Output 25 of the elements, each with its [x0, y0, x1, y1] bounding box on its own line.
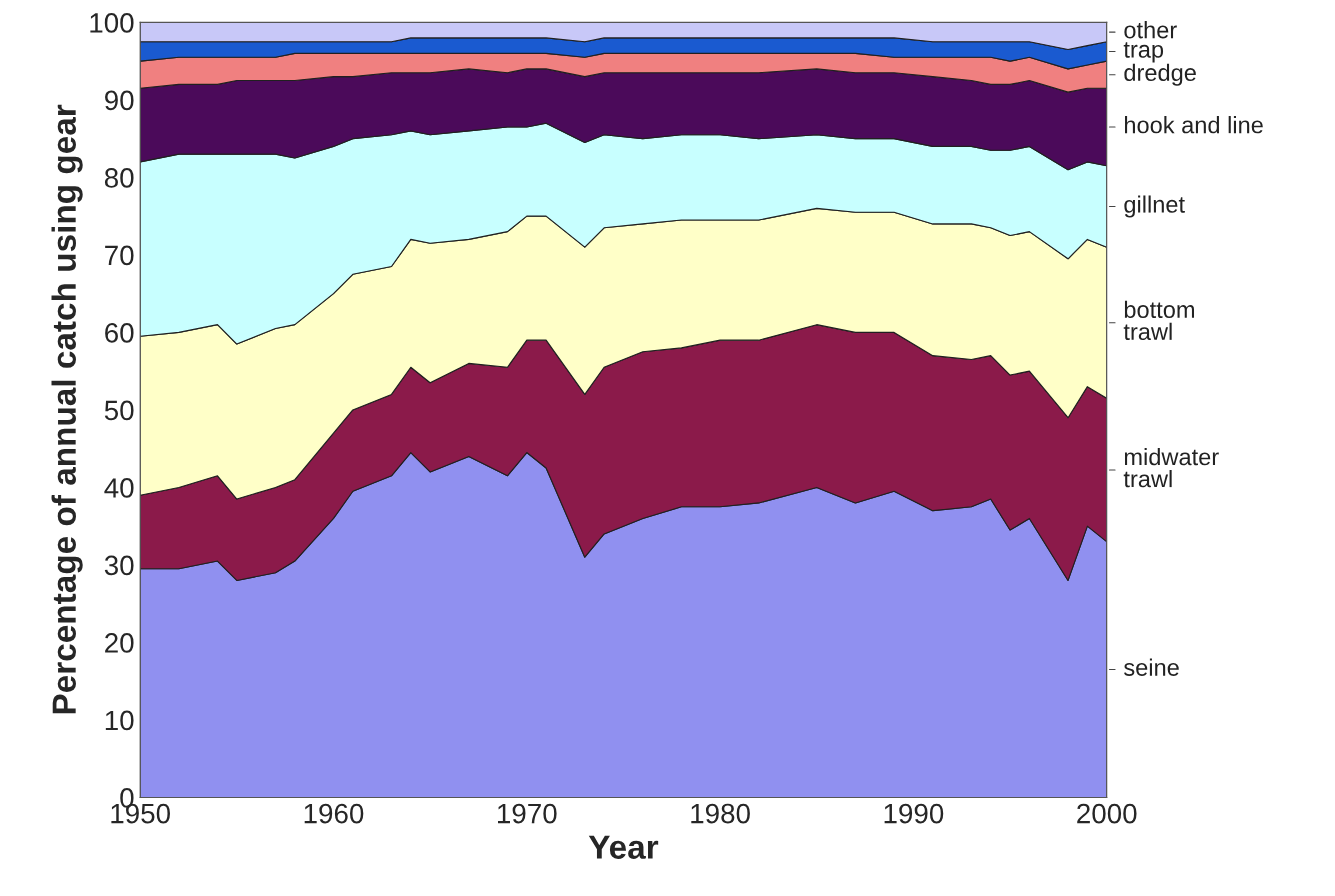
y-tick-label: 40 [104, 478, 134, 498]
series-label: other [1124, 21, 1177, 39]
series-label: gillnet [1124, 195, 1185, 218]
y-tick-label: 60 [105, 323, 134, 343]
y-tick-label: 20 [105, 633, 134, 653]
y-tick-label: 10 [105, 710, 134, 731]
series-label: seine [1124, 658, 1179, 676]
y-tick-label: 90 [105, 90, 134, 111]
series-label: hook and line [1125, 116, 1263, 134]
y-tick-label: 70 [105, 245, 134, 266]
y-tick-label: 50 [104, 400, 134, 421]
x-tick-label: 1960 [304, 803, 364, 824]
x-axis-title: Year [588, 835, 659, 859]
x-tick-label: 1980 [691, 803, 750, 824]
series-label: dredge [1124, 63, 1196, 86]
y-axis-title: Percentage of annual catch using gear [51, 104, 83, 714]
x-tick-label: 1970 [498, 803, 557, 824]
x-tick-label: 2000 [1077, 803, 1137, 824]
series-label: trap [1123, 42, 1164, 63]
y-tick-label: 80 [104, 168, 134, 188]
series-label: midwater trawl [1123, 447, 1219, 488]
y-tick-label: 30 [104, 555, 134, 576]
x-tick-label: 1990 [884, 803, 944, 824]
series-label: bottom trawl [1123, 300, 1195, 341]
y-tick-label: 100 [90, 13, 134, 33]
